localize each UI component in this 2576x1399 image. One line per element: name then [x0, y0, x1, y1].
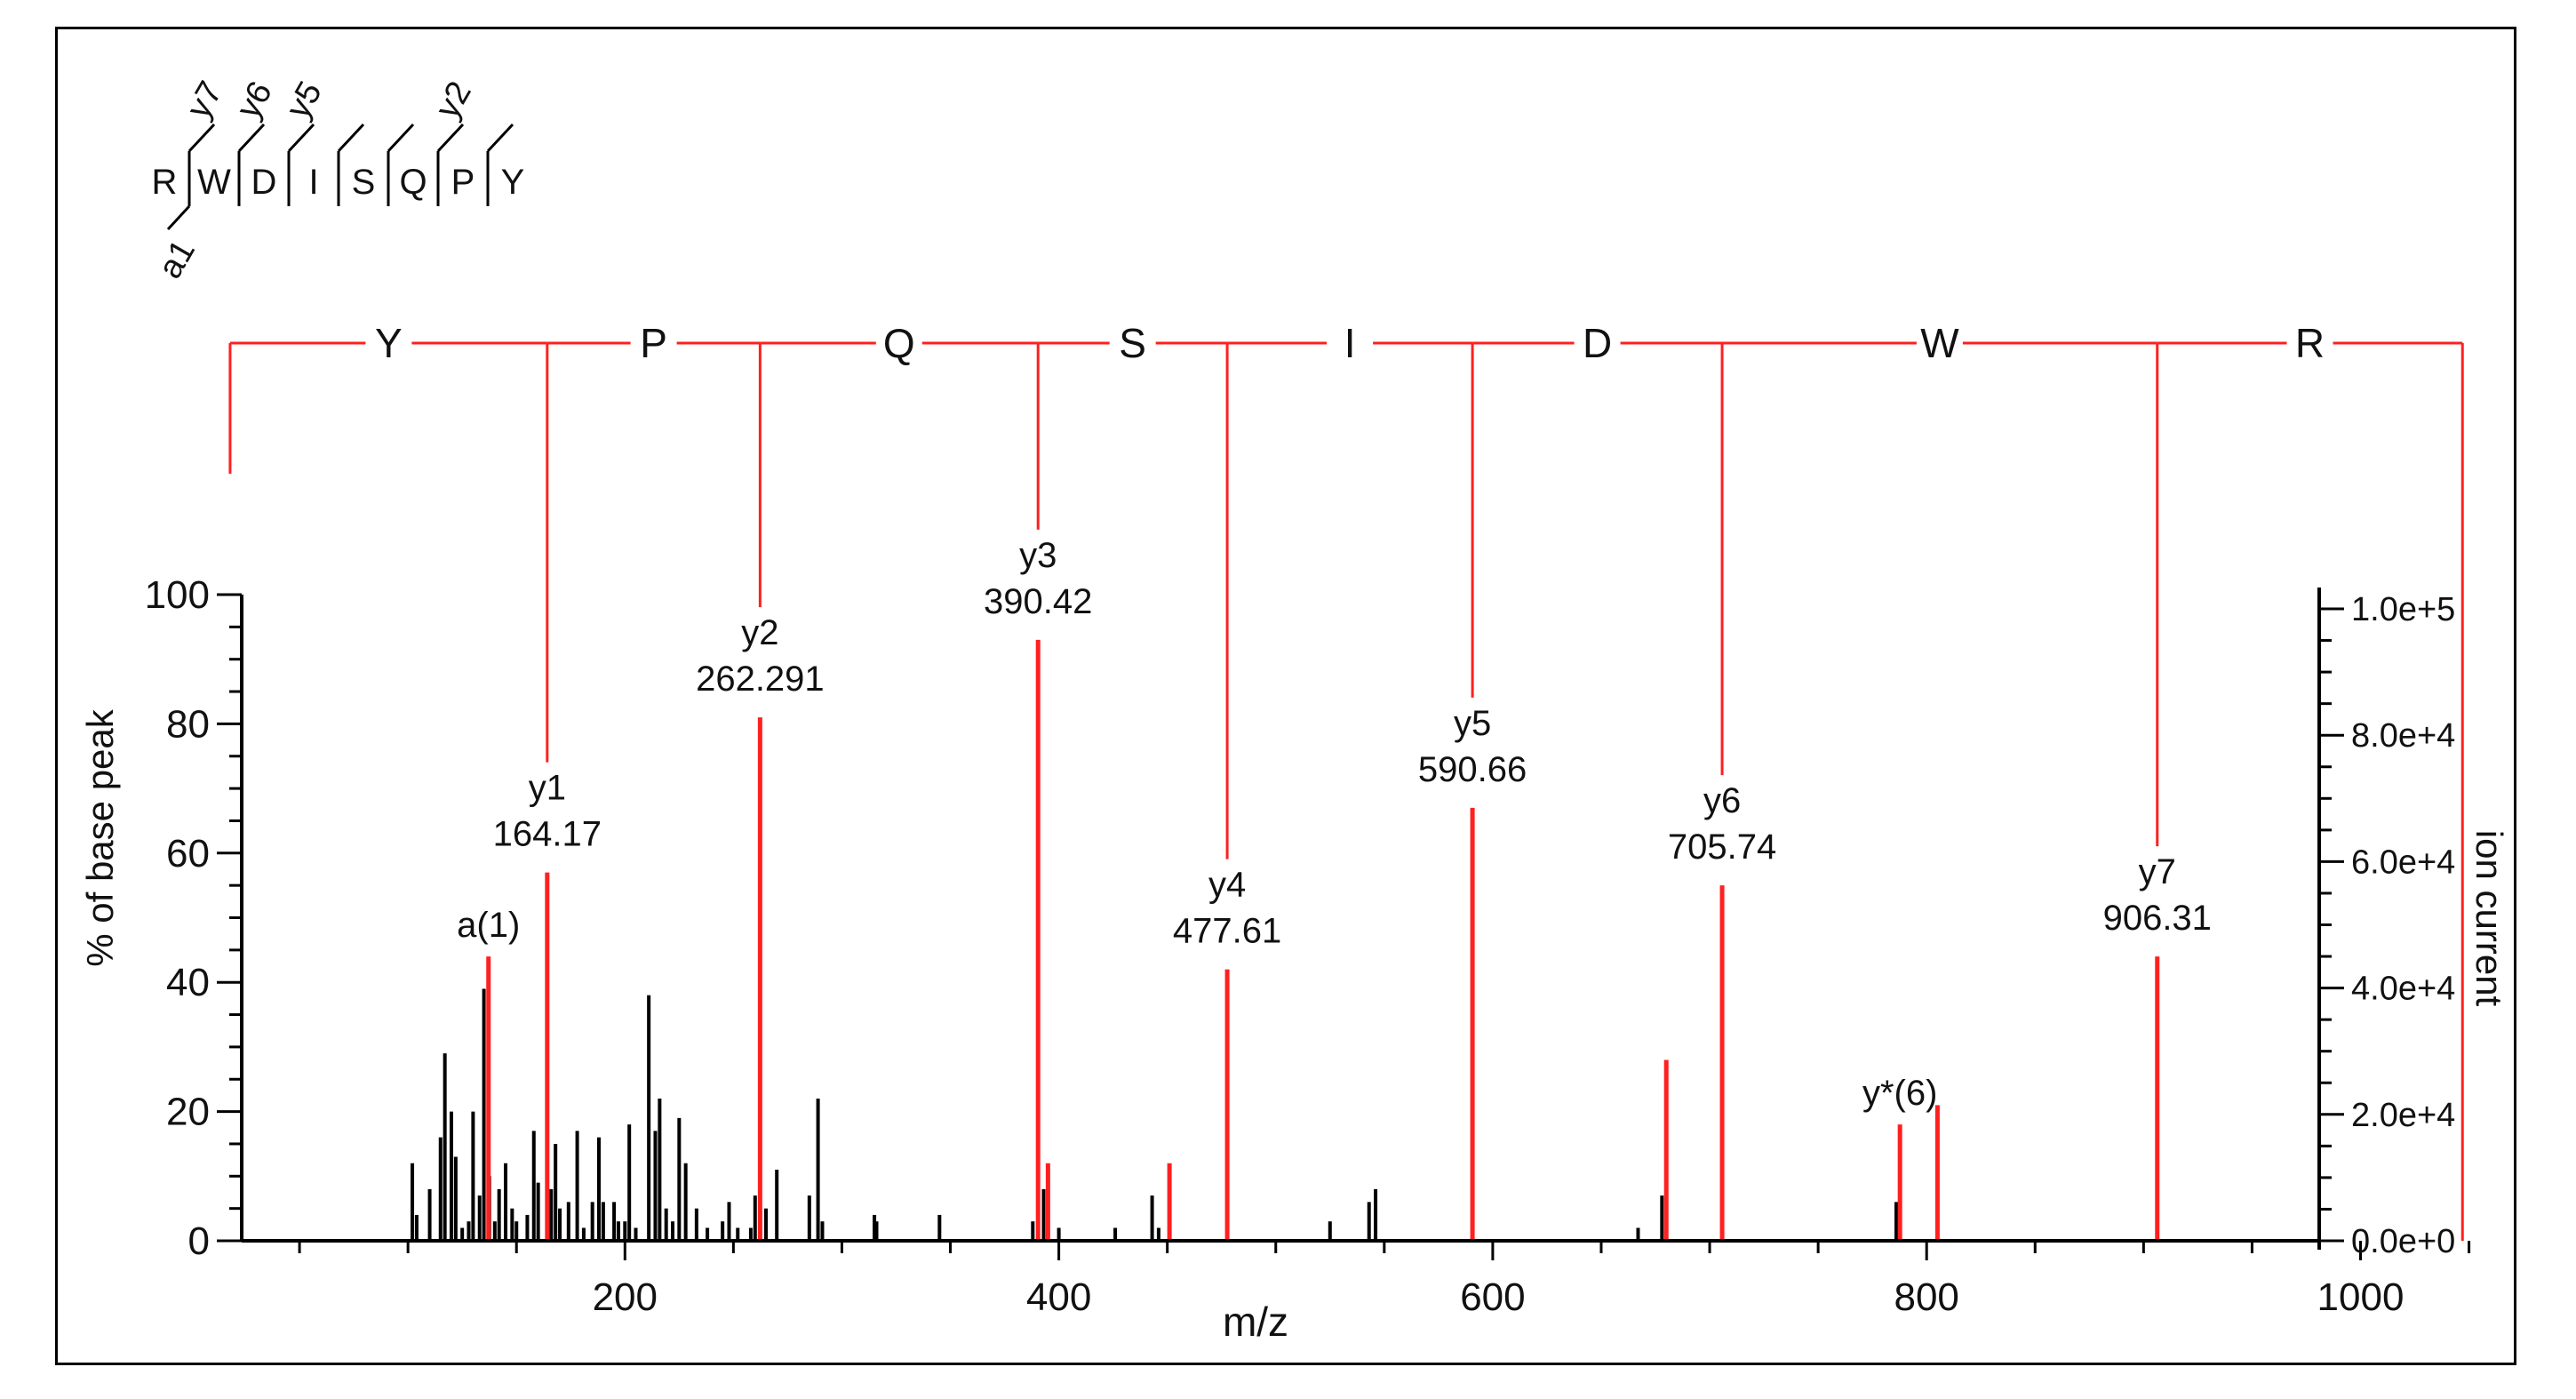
peak-mz-label: 906.31 — [2103, 899, 2212, 938]
y-tick-label: 40 — [166, 961, 210, 1004]
y-tick-label: 80 — [166, 702, 210, 746]
ladder-residue: D — [1583, 320, 1612, 366]
y-ion-hook — [486, 123, 514, 153]
peak-mz-label: 705.74 — [1668, 827, 1776, 867]
peak-labels: a(1) y1 164.17 y2 262.291 y3 390.42 y4 477.61 y5 5… — [457, 536, 2212, 1113]
sequence-residue: D — [251, 163, 277, 202]
annotated-peak-series — [486, 639, 2160, 1241]
x-tick-label: 600 — [1460, 1275, 1525, 1319]
y-ion-hook — [187, 123, 216, 153]
ladder-residue: I — [1344, 320, 1356, 366]
ladder-residue: S — [1119, 320, 1146, 366]
peak-mz-label: 390.42 — [984, 582, 1092, 621]
peak-label: y*(6) — [1862, 1074, 1937, 1113]
y-ion-hook — [387, 123, 415, 153]
sequence-residue: P — [451, 163, 475, 202]
sequence-residue: W — [197, 163, 231, 202]
peak-mz-label: 590.66 — [1418, 750, 1527, 789]
y-tick-label: 0 — [188, 1219, 210, 1263]
y2-tick-label: 0.0e+0 — [2351, 1223, 2455, 1260]
peak-label: y5 — [1454, 704, 1491, 743]
y-ion-mark: y6 — [229, 76, 279, 125]
axes: 200 400 600 800 1000 0 20 40 60 80 100 0.0e+0 2.0e+4… — [145, 573, 2471, 1319]
y2-tick-label: 8.0e+4 — [2351, 717, 2455, 755]
y-tick-label: 100 — [145, 573, 210, 617]
peak-label: y7 — [2139, 852, 2176, 891]
y2-tick-label: 1.0e+5 — [2351, 591, 2455, 628]
y2-axis-label: ion current — [2468, 830, 2510, 1007]
y-ion-mark: y2 — [428, 76, 478, 125]
ladder-residue: R — [2295, 320, 2325, 366]
x-tick-label: 200 — [593, 1275, 658, 1319]
x-tick-label: 1000 — [2317, 1275, 2405, 1319]
y-ion-hook — [436, 123, 465, 153]
a-ion-hook — [166, 204, 191, 231]
ladder-residue: P — [640, 320, 667, 366]
peak-label: a(1) — [457, 906, 520, 945]
sequence-residue: I — [308, 163, 318, 202]
peak-mz-label: 477.61 — [1173, 912, 1281, 951]
ladder-residue: Y — [375, 320, 403, 366]
peak-series — [411, 988, 2159, 1241]
peak-label: y2 — [741, 613, 778, 652]
y-ion-mark: y7 — [179, 76, 229, 125]
peak-label: y1 — [529, 769, 566, 808]
y2-tick-label: 6.0e+4 — [2351, 843, 2455, 881]
y2-tick-label: 2.0e+4 — [2351, 1097, 2455, 1134]
ladder-residue: Q — [883, 320, 915, 366]
sequence-key: R W D I S Q P Yy7 y6 y5 y2 a1 — [151, 76, 524, 285]
y-tick-label: 20 — [166, 1091, 210, 1134]
sequence-residue: Y — [501, 163, 525, 202]
y-tick-label: 60 — [166, 832, 210, 875]
sequence-residue: S — [352, 163, 376, 202]
peak-label: y6 — [1703, 781, 1741, 820]
a-ion-mark: a1 — [151, 234, 203, 285]
sequence-residue: Q — [399, 163, 427, 202]
peak-label: y3 — [1019, 536, 1057, 575]
annotation-leaders — [546, 343, 2159, 859]
peak-mz-label: 164.17 — [493, 815, 602, 854]
x-tick-label: 800 — [1894, 1275, 1958, 1319]
y-ion-mark: y5 — [279, 76, 329, 125]
x-axis-label: m/z — [1223, 1299, 1288, 1345]
sequence-residue: R — [152, 163, 178, 202]
y-ion-hook — [287, 123, 315, 153]
y-ion-hook — [337, 123, 365, 153]
peak-mz-label: 262.291 — [696, 660, 825, 699]
y-ion-hook — [237, 123, 266, 153]
y-axis-label: % of base peak — [79, 708, 121, 967]
y2-tick-label: 4.0e+4 — [2351, 971, 2455, 1008]
peak-label: y4 — [1208, 866, 1246, 905]
ladder-residue: W — [1920, 320, 1959, 366]
x-tick-label: 400 — [1026, 1275, 1091, 1319]
